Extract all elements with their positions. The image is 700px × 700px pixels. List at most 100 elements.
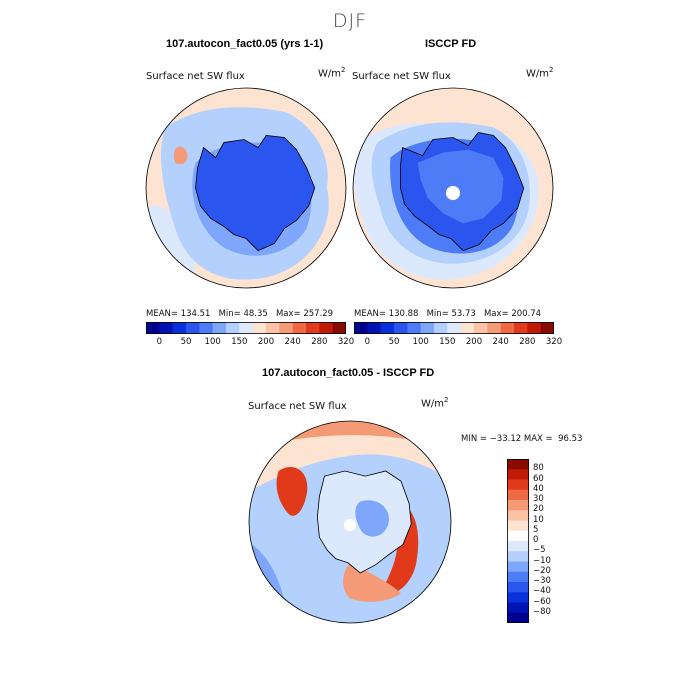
- colorbar-swatch: [199, 322, 213, 334]
- colorbar-swatch: [306, 322, 320, 334]
- colorbar-tick-label: 0: [156, 337, 163, 347]
- colorbar-swatch: [319, 322, 333, 334]
- colorbar-tick-label: 40: [533, 483, 544, 494]
- colorbar-swatch: [279, 322, 293, 334]
- colorbar-swatch: [507, 459, 529, 470]
- colorbar-tick-label: −10: [533, 555, 551, 566]
- diff-colorbar: [507, 459, 529, 623]
- colorbar-swatch: [507, 530, 529, 542]
- colorbar-swatch: [507, 479, 529, 491]
- colorbar-swatch: [460, 322, 475, 334]
- colorbar-swatch: [447, 322, 461, 334]
- colorbar-swatch: [420, 322, 435, 334]
- colorbar-swatch: [239, 322, 253, 334]
- colorbar-tick-label: −80: [533, 606, 551, 617]
- model-units-label: W/m2: [318, 66, 346, 80]
- obs-polar-map: [352, 87, 554, 289]
- colorbar-frame: [507, 459, 529, 623]
- colorbar-tick-label: 30: [533, 494, 544, 504]
- colorbar-swatch: [266, 322, 280, 334]
- model-min: 48.35: [243, 309, 268, 319]
- colorbar-tick-label: −20: [533, 565, 551, 576]
- colorbar-tick-label: 240: [492, 337, 509, 347]
- colorbar-swatch: [540, 322, 554, 334]
- diff-variable-label: Surface net SW flux: [248, 401, 347, 412]
- diff-colorbar-ticks: 80 60 40 30 20 10 5 0 −5 −10 −20 −30 −40 −60 −80: [533, 459, 573, 623]
- colorbar-swatch: [507, 489, 529, 501]
- missing-data-pole: [445, 185, 461, 201]
- colorbar-tick-label: 10: [533, 514, 544, 525]
- antarctica-landmass: [195, 135, 316, 252]
- colorbar-swatch: [474, 322, 488, 334]
- map-boundary: [145, 87, 347, 289]
- diff-polar-map: [248, 420, 452, 624]
- ross-sea-orange-patch: [343, 562, 401, 602]
- obs-units-label: W/m2: [526, 66, 554, 80]
- colorbar-swatch: [159, 322, 173, 334]
- colorbar-swatch: [332, 322, 346, 334]
- colorbar-swatch: [507, 510, 529, 521]
- colorbar-swatch: [527, 322, 541, 334]
- colorbar-tick-label: 150: [439, 337, 456, 347]
- colorbar-tick-label: 50: [180, 337, 192, 347]
- colorbar-tick-label: −40: [533, 586, 551, 597]
- colorbar-tick-label: 100: [412, 337, 429, 347]
- colorbar-tick-label: 20: [533, 504, 544, 515]
- diff-stats: MIN = −33.12 MAX = 96.53: [461, 434, 583, 444]
- colorbar-swatch: [507, 571, 529, 583]
- model-max: 257.29: [303, 309, 334, 319]
- model-panel-title: 107.autocon_fact0.05 (yrs 1-1): [166, 38, 324, 50]
- colorbar-swatch: [367, 322, 381, 334]
- figure-title: DJF: [332, 10, 368, 32]
- colorbar-tick-label: −60: [533, 596, 551, 607]
- obs-min: 53.73: [451, 309, 476, 319]
- obs-stats: MEAN= 130.88 Min= 53.73 Max= 200.74: [354, 309, 542, 319]
- colorbar-swatch: [507, 612, 529, 623]
- colorbar-frame: [354, 322, 554, 334]
- colorbar-tick-label: 200: [257, 337, 275, 347]
- diff-panel-title: 107.autocon_fact0.05 - ISCCP FD: [262, 367, 435, 379]
- colorbar-swatch: [434, 322, 448, 334]
- map-boundary: [248, 420, 452, 624]
- colorbar-swatch: [507, 582, 529, 593]
- colorbar-tick-label: −30: [533, 576, 551, 586]
- peninsula-red-patch: [276, 466, 308, 516]
- model-colorbar-ticks: 0 50 100 150 200 240 280 320: [146, 337, 355, 349]
- colorbar-swatch: [507, 500, 529, 511]
- obs-colorbar: [354, 322, 554, 334]
- colorbar-tick-label: 280: [519, 337, 536, 347]
- colorbar-swatch: [394, 322, 408, 334]
- colorbar-tick-label: 50: [388, 337, 400, 347]
- colorbar-tick-label: 60: [533, 473, 544, 484]
- colorbar-tick-label: 0: [364, 337, 371, 347]
- interior-blue-patch: [355, 500, 389, 537]
- interior-lighter-region: [417, 149, 504, 224]
- colorbar-tick-label: 80: [533, 463, 544, 474]
- colorbar-tick-label: 320: [337, 337, 355, 347]
- colorbar-swatch: [487, 322, 501, 334]
- model-polar-map: [145, 87, 347, 289]
- colorbar-swatch: [226, 322, 240, 334]
- colorbar-swatch: [514, 322, 528, 334]
- obs-panel-title: ISCCP FD: [425, 38, 477, 50]
- map-boundary: [352, 87, 554, 289]
- colorbar-swatch: [507, 602, 529, 614]
- colorbar-swatch: [380, 322, 395, 334]
- obs-max: 200.74: [511, 309, 542, 319]
- colorbar-swatch: [507, 592, 529, 603]
- missing-data-pole: [343, 518, 357, 532]
- colorbar-swatch: [507, 561, 529, 573]
- colorbar-swatch: [407, 322, 421, 334]
- model-variable-label: Surface net SW flux: [146, 71, 245, 82]
- colorbar-swatch: [172, 322, 187, 334]
- colorbar-tick-label: 280: [311, 337, 328, 347]
- colorbar-frame: [146, 322, 346, 334]
- colorbar-swatch: [500, 322, 515, 334]
- obs-variable-label: Surface net SW flux: [352, 71, 451, 82]
- colorbar-swatch: [292, 322, 307, 334]
- colorbar-swatch: [146, 322, 160, 334]
- colorbar-tick-label: 0: [533, 535, 539, 545]
- obs-mean: 130.88: [388, 309, 419, 319]
- colorbar-tick-label: −5: [533, 545, 546, 556]
